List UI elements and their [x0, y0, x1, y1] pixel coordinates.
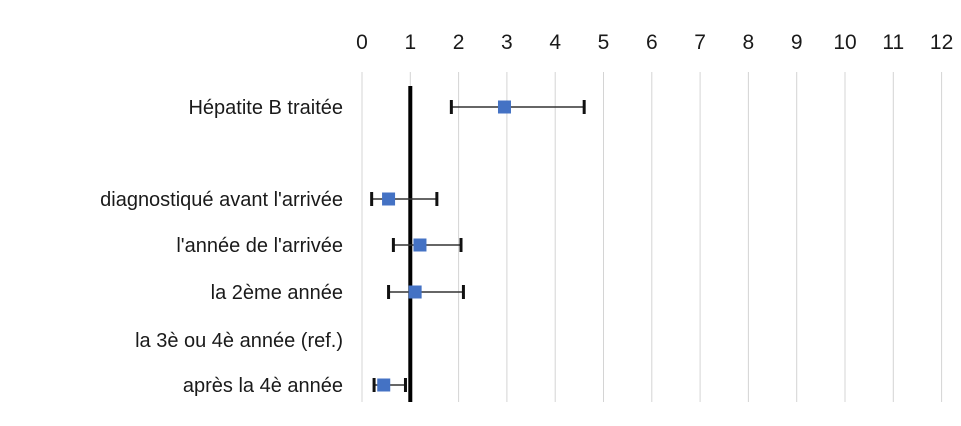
x-tick-label: 0 — [356, 31, 368, 54]
estimate-point — [449, 100, 586, 114]
category-labels: Hépatite B traitée diagnostiqué avant l'a… — [100, 97, 343, 397]
estimate-marker — [497, 100, 511, 114]
x-tick-label: 3 — [501, 31, 513, 54]
estimate-marker — [413, 238, 427, 252]
category-label: Hépatite B traitée — [188, 97, 343, 119]
grid-lines — [361, 72, 943, 402]
estimate-point — [391, 238, 463, 252]
x-tick-label: 2 — [453, 31, 465, 54]
estimate-marker — [382, 192, 396, 206]
category-label: l'année de l'arrivée — [176, 235, 343, 257]
x-tick-label: 8 — [743, 31, 755, 54]
x-tick-label: 9 — [791, 31, 803, 54]
category-label: la 3è ou 4è année (ref.) — [135, 330, 343, 352]
x-tick-label: 7 — [694, 31, 706, 54]
x-tick-label: 10 — [833, 31, 856, 54]
x-tick-label: 1 — [404, 31, 416, 54]
x-tick-label: 4 — [549, 31, 561, 54]
x-tick-label: 12 — [930, 31, 953, 54]
estimate-marker — [377, 378, 391, 392]
estimate-point — [370, 192, 439, 206]
x-tick-label: 6 — [646, 31, 658, 54]
estimate-point — [372, 378, 407, 392]
x-tick-label: 5 — [598, 31, 610, 54]
category-label: la 2ème année — [211, 282, 343, 304]
estimate-marker — [408, 285, 422, 299]
category-label: après la 4è année — [183, 375, 343, 397]
estimate-point — [387, 285, 465, 299]
x-tick-label: 11 — [882, 31, 904, 54]
category-label: diagnostiqué avant l'arrivée — [100, 189, 343, 211]
estimates — [370, 100, 586, 392]
x-axis-ticks: 0 1 2 3 4 5 6 7 8 9 10 11 12 — [356, 31, 953, 54]
